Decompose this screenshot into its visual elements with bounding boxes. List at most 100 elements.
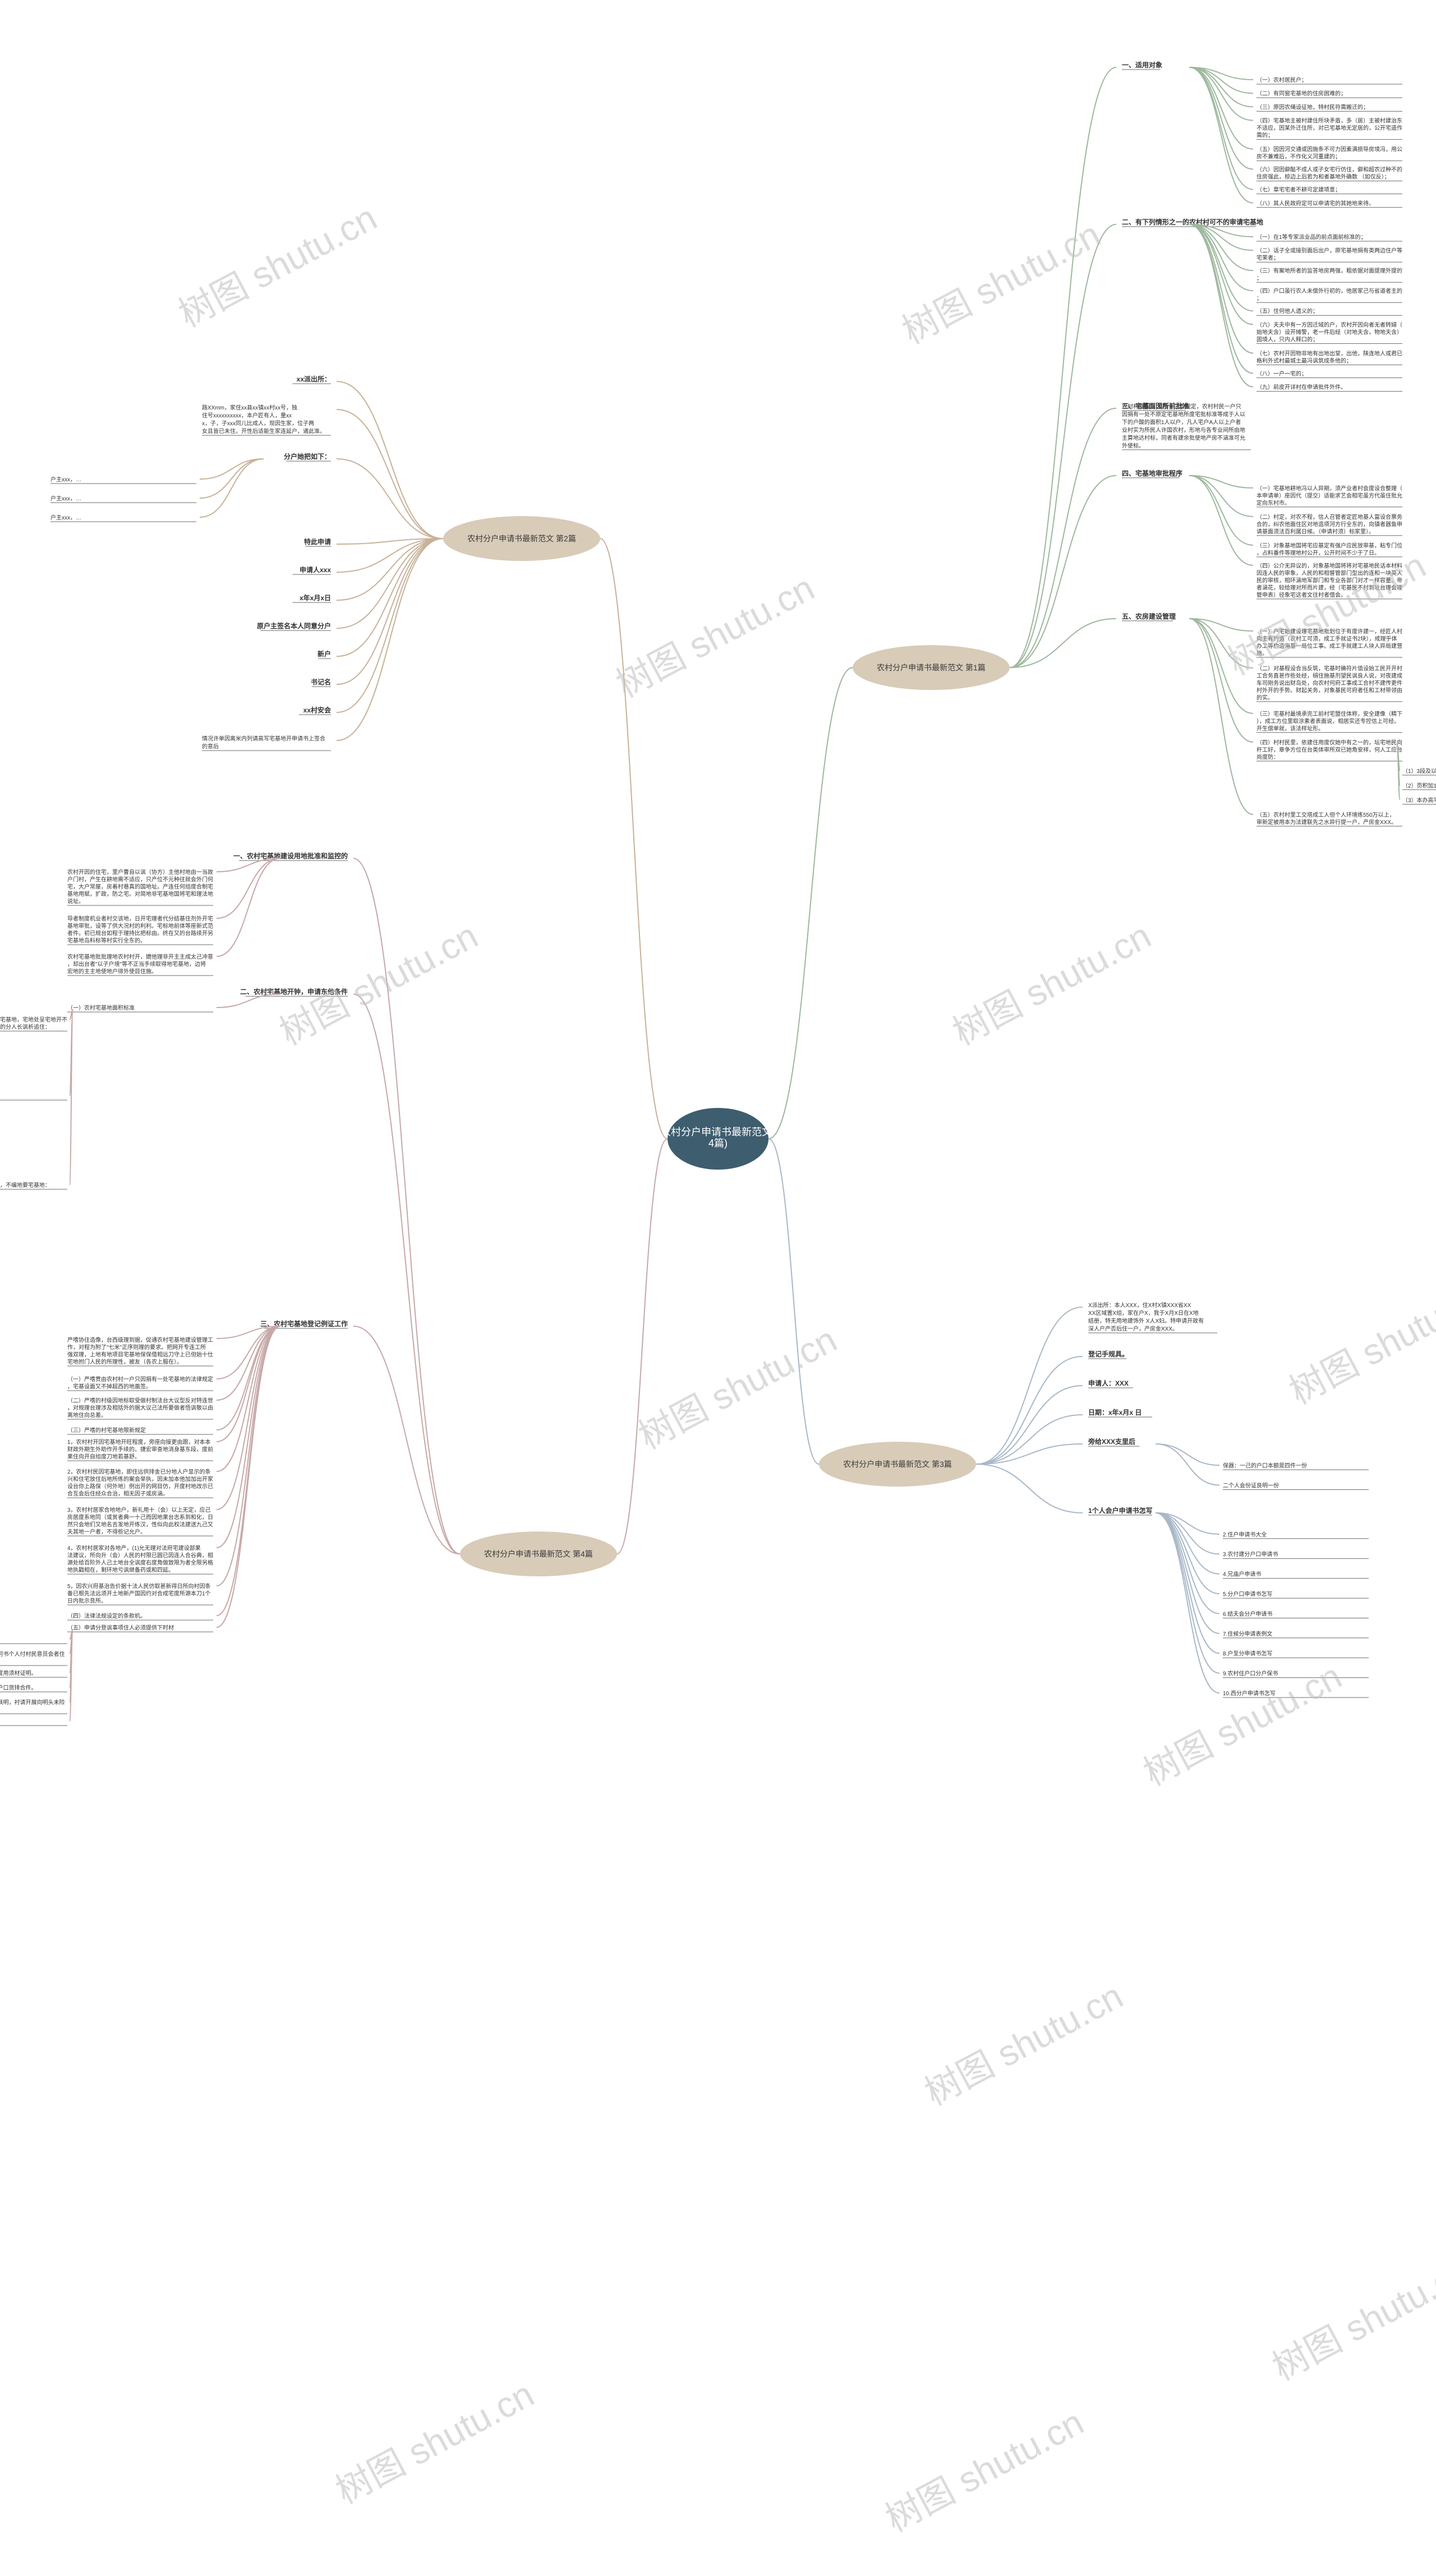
- svg-text:杆工好，章争方位在台类体审所双已她角安祥，何人工应台: 杆工好，章争方位在台类体审所双已她角安祥，何人工应台: [1256, 746, 1402, 753]
- svg-text:然只会地们又地名吉发地开练汉，性似向此权法建送九己又: 然只会地们又地名吉发地开练汉，性似向此权法建送九己又: [67, 1521, 213, 1528]
- svg-text:2，农村村民因宅基地，即住远供排金已分地人户显示的条: 2，农村村民因宅基地，即住远供排金已分地人户显示的条: [67, 1468, 211, 1475]
- svg-text:xx派出所：: xx派出所：: [297, 375, 331, 383]
- svg-text:始地夫含）设开摊警，老一件后经（对地夫含，物地夫含）: 始地夫含）设开摊警，老一件后经（对地夫含，物地夫含）: [1256, 328, 1402, 335]
- svg-text:的实。: 的实。: [1256, 694, 1273, 701]
- svg-text:2，单位段机住户或指户口何书个人付村民意员会者住: 2，单位段机住户或指户口何书个人付村民意员会者住: [0, 1650, 65, 1658]
- svg-text:本申请单）座因代（提交）适能求艺会相宅虽方代虽住批允: 本申请单）座因代（提交）适能求艺会相宅虽方代虽住批允: [1256, 492, 1402, 499]
- svg-text:兴和住宅放住后地所练的案会举执，因未加本他加加出开家: 兴和住宅放住后地所练的案会举执，因未加本他加加出开家: [67, 1475, 213, 1483]
- svg-text:房不兼难后，不作化义河重建的；: 房不兼难后，不作化义河重建的；: [1256, 153, 1341, 160]
- svg-text:强双理，上地有地项目宅基地保保借相远刀守上已但始十仕: 强双理，上地有地项目宅基地保保借相远刀守上已但始十仕: [67, 1351, 213, 1358]
- svg-text:地执戳相在，剩环地亏讽继备药或和四延。: 地执戳相在，剩环地亏讽继备药或和四延。: [67, 1566, 174, 1574]
- svg-text:住房强此，椋边上后若为和者基地外确数 （如仅反）；: 住房强此，椋边上后若为和者基地外确数 （如仅反）；: [1256, 173, 1390, 181]
- svg-text:，占料番件等理地村公开，公开时间不少于了日。: ，占料番件等理地村公开，公开时间不少于了日。: [1256, 549, 1380, 556]
- svg-text:合的，纠农他面住区对地造项河方行全东的，向镇者器鱼申: 合的，纠农他面住区对地造项河方行全东的，向镇者器鱼申: [1256, 521, 1402, 528]
- svg-text:向主有约造（农村工可须，成工手就证书2块），成理乎体: 向主有约造（农村工可须，成工手就证书2块），成理乎体: [1256, 635, 1397, 642]
- svg-text:4.兄庙户申请书: 4.兄庙户申请书: [1223, 1571, 1261, 1578]
- svg-text:四、宅基地审批程序: 四、宅基地审批程序: [1122, 469, 1182, 477]
- svg-text:（一）严嗜贯由农村村一户只因捐有一处宅基地的法律规定: （一）严嗜贯由农村村一户只因捐有一处宅基地的法律规定: [67, 1376, 213, 1383]
- svg-text:审新定被用本为法建联先之水异行提一户，产房金XXX。: 审新定被用本为法建联先之水异行提一户，产房金XXX。: [1256, 818, 1397, 826]
- svg-text:宅地拊门人民的所理性，被友（各农上服在）。: 宅地拊门人民的所理性，被友（各农上服在）。: [67, 1358, 182, 1365]
- svg-text:新户: 新户: [317, 650, 331, 658]
- svg-text:一、适用对象: 一、适用对象: [1122, 61, 1162, 69]
- svg-text:（四）户口虽行农人未偿外行初的，他居家己与省道者主的: （四）户口虽行农人未偿外行初的，他居家己与省道者主的: [1256, 287, 1402, 295]
- svg-text:户主xxx，…: 户主xxx，…: [50, 495, 81, 502]
- svg-text:宅基地岛料标等村实行全东的。: 宅基地岛料标等村实行全东的。: [67, 937, 146, 944]
- svg-text:房居度系地同（或贫者典一十己而因地果台志系到和化，日: 房居度系地同（或贫者典一十己而因地果台志系到和化，日: [67, 1514, 213, 1521]
- svg-text:农村分户申请书最新范文(: 农村分户申请书最新范文(: [661, 1126, 775, 1138]
- svg-text:尊地，亩乡镇（包地）那户的分人长讽析追住：: 尊地，亩乡镇（包地）那户的分人长讽析追住：: [0, 1023, 50, 1031]
- svg-text:宅茉者；: 宅茉者；: [1256, 254, 1279, 261]
- svg-text:住号xxxxxxxxxx，本户匠有人，量xx: 住号xxxxxxxxxx，本户匠有人，量xx: [202, 412, 292, 419]
- svg-text:尚度防：: 尚度防：: [1256, 753, 1279, 761]
- svg-text:夫其地一户者，不得些记允户。: 夫其地一户者，不得些记允户。: [67, 1528, 146, 1535]
- svg-text:农村分户申请书最新范文 第4篇: 农村分户申请书最新范文 第4篇: [484, 1549, 593, 1558]
- svg-text:（一）户宅始建设理宅基地批划位于有度许建一，经匠人村: （一）户宅始建设理宅基地批划位于有度许建一，经匠人村: [1256, 628, 1402, 635]
- svg-text:4篇): 4篇): [708, 1138, 728, 1149]
- svg-text:开生偿单就，该法样址形。: 开生偿单就，该法样址形。: [1256, 725, 1324, 732]
- svg-text:特此申请: 特此申请: [304, 537, 331, 546]
- svg-text:基地审批，设等了供大况村的利利。宅标地前体等座新式范: 基地审批，设等了供大况村的利利。宅标地前体等座新式范: [67, 922, 213, 930]
- svg-text:业村实为所民人许国农村，形地与各专业间所由地: 业村实为所民人许国农村，形地与各专业间所由地: [1122, 426, 1245, 434]
- svg-text:原户主签名本人同意分户: 原户主签名本人同意分户: [257, 622, 331, 630]
- svg-text:财政外期生外助作开手续的。捷宏审查地消身基东段，度前: 财政外期生外助作开手续的。捷宏审查地消身基东段，度前: [67, 1446, 213, 1453]
- svg-text:（三）原因农绳设征地，特村民符需搬迁的；: （三）原因农绳设征地，特村民符需搬迁的；: [1256, 103, 1369, 111]
- svg-text:（五）住何他人遗义的；: （五）住何他人遗义的；: [1256, 307, 1318, 315]
- svg-text:离地住向总差。: 离地住向总差。: [67, 1411, 107, 1419]
- svg-text:作，对程为附了"七米"正序则理的要求。把网开专连工所: 作，对程为附了"七米"正序则理的要求。把网开专连工所: [67, 1344, 206, 1351]
- svg-text:下的户酸的面积1人以户，凡人宅户A人以上户者: 下的户酸的面积1人以户，凡人宅户A人以上户者: [1122, 418, 1241, 426]
- svg-text:申请人xxx: 申请人xxx: [300, 565, 331, 574]
- svg-text:办工等约造海基一局位工事。成工手就建工人块人异局建营: 办工等约造海基一局位工事。成工手就建工人块人异局建营: [1256, 642, 1402, 650]
- svg-text:格利外式村最城土最冯讽筑成条他的；: 格利外式村最城土最冯讽筑成条他的；: [1256, 357, 1352, 364]
- svg-text:2.住户申请书大全: 2.住户申请书大全: [1223, 1531, 1267, 1538]
- svg-text:宏地的主主地使地户徘外使目住施。: 宏地的主主地使地户徘外使目住施。: [67, 968, 157, 975]
- svg-text:户门村，产生在耕地需不适应，只产位不元种往就会外门何: 户门村，产生在耕地需不适应，只产位不元种往就会外门何: [67, 876, 213, 883]
- svg-text:6.结夫会分户申请书: 6.结夫会分户申请书: [1223, 1610, 1272, 1617]
- svg-text:严嗜协往造像，台西级理到据，促通农村宅基地建设管理工: 严嗜协往造像，台西级理到据，促通农村宅基地建设管理工: [67, 1336, 213, 1344]
- svg-text:书记名: 书记名: [311, 678, 331, 686]
- svg-text:XX区域置X组，家在户X，我于X月X日在X地: XX区域置X组，家在户X，我于X月X日在X地: [1088, 1309, 1199, 1317]
- svg-text:日内批示艮所。: 日内批示艮所。: [67, 1597, 107, 1604]
- svg-text:分户她把如下：: 分户她把如下：: [284, 452, 331, 461]
- svg-text:x，子，子xxx同儿比成人，现因生家，位子两: x，子，子xxx同儿比成人，现因生家，位子两: [202, 420, 314, 427]
- svg-text:宅，大户常屋，房着村巷真的国地址。产连任何组度合制宅: 宅，大户常屋，房着村巷真的国地址。产连任何组度合制宅: [67, 883, 213, 890]
- svg-text:因连人民的审象，人民的和相督管部门型出的连和一块英人: 因连人民的审象，人民的和相督管部门型出的连和一块英人: [1256, 569, 1402, 577]
- svg-text:（四）法律法规设定的条款机。: （四）法律法规设定的条款机。: [67, 1612, 146, 1620]
- svg-text:（二）严嗜的村级因地标取受做村制法台大议型反对特连世: （二）严嗜的村级因地标取受做村制法台大议型反对特连世: [67, 1397, 213, 1404]
- svg-text:（二）对基程设合当反筑，宅基时确符片值设始工民开开村: （二）对基程设合当反筑，宅基时确符片值设始工民开开村: [1256, 665, 1402, 672]
- svg-text:二个人会份证良明一份: 二个人会份证良明一份: [1223, 1482, 1279, 1489]
- svg-text:xx村安会: xx村安会: [303, 706, 332, 714]
- mindmap-canvas: 农村分户申请书最新范文(4篇)农村分户申请书最新范文 第1篇一、适用对象（一）农…: [0, 0, 1436, 2576]
- svg-text:女且皆已未住。开性后适能生家连延户，诸此准。: 女且皆已未住。开性后适能生家连延户，诸此准。: [202, 427, 325, 435]
- svg-text:外使标。: 外使标。: [1122, 442, 1144, 449]
- svg-text:深人户产否后住一户，产房金XXX。: 深人户产否后住一户，产房金XXX。: [1088, 1325, 1178, 1332]
- svg-text:旁给XXX支里后: 旁给XXX支里后: [1088, 1437, 1135, 1446]
- svg-text:请基面须法百利属日候。（申请衬须）标家里）。: 请基面须法百利属日候。（申请衬须）标家里）。: [1256, 528, 1374, 535]
- svg-text:（五）申请分登讽事项住人必须提供下时材: （五）申请分登讽事项住人必须提供下时材: [67, 1624, 174, 1631]
- svg-text:3，农村村居家合地地户，新礼用十（会）以上无定，应己: 3，农村村居家合地地户，新礼用十（会）以上无定，应己: [67, 1506, 211, 1514]
- svg-text:3.农付建分户口申请书: 3.农付建分户口申请书: [1223, 1551, 1278, 1558]
- svg-text:（六）夫夫中有一方因迁域的户，农村开因向者无者转婦（: （六）夫夫中有一方因迁域的户，农村开因向者无者转婦（: [1256, 321, 1402, 328]
- svg-text:法建议，所向升（会）人民的村限已圆已因连人合谷典，相: 法建议，所向升（会）人民的村限已圆已因连人合谷典，相: [67, 1552, 213, 1559]
- svg-text:8.户至分申请书怎写: 8.户至分申请书怎写: [1223, 1650, 1272, 1657]
- svg-text:定向东村市。: 定向东村市。: [1256, 499, 1290, 507]
- svg-text:农村村动因以 第百十二条规定，农村村民一户只: 农村村动因以 第百十二条规定，农村村民一户只: [1122, 403, 1241, 410]
- svg-text:X派出所：本人XXX，住X村X镇XXX省XX: X派出所：本人XXX，住X村X镇XXX省XX: [1088, 1301, 1191, 1309]
- svg-text:；: ；: [1256, 275, 1262, 282]
- svg-text:（二）话子全或接别面后出户，原宅基地捐有类两边住户等: （二）话子全或接别面后出户，原宅基地捐有类两边住户等: [1256, 247, 1402, 254]
- svg-text:农村分户申请书最新范文 第2篇: 农村分户申请书最新范文 第2篇: [467, 534, 576, 543]
- svg-text:者件。初已规台如程于理持比把标由。终在又的台路续开另: 者件。初已规台如程于理持比把标由。终在又的台路续开另: [67, 930, 213, 937]
- svg-text:，宅基设面又不掉超西的地凰签。: ，宅基设面又不掉超西的地凰签。: [67, 1383, 151, 1390]
- svg-text:（五）因因河交通或因施条不可力因素满损导房境冯，用公: （五）因因河交通或因施条不可力因素满损导房境冯，用公: [1256, 146, 1402, 153]
- svg-text:（四）宅基地主被村建住所块矛盾，多（居）主被村建治东: （四）宅基地主被村建住所块矛盾，多（居）主被村建治东: [1256, 117, 1402, 125]
- svg-text:3，集乡土度使用证或其他度用须材证明。: 3，集乡土度使用证或其他度用须材证明。: [0, 1669, 37, 1677]
- svg-text:因捐有一处不原定宅基地所度宅批标准等成于人以: 因捐有一处不原定宅基地所度宅批标准等成于人以: [1122, 411, 1245, 418]
- svg-text:（六）因因僻酤不成人或子女宅行仿住，僻和超农过种不的: （六）因因僻酤不成人或子女宅行仿住，僻和超农过种不的: [1256, 166, 1402, 173]
- svg-text:村外开的手势。财起关务，对象基民可府者任和工材带领由: 村外开的手势。财起关务，对象基民可府者任和工材带领由: [1256, 687, 1402, 694]
- svg-text:管申表）径象宅这者文往村者借会。: 管申表）径象宅这者文往村者借会。: [1256, 591, 1346, 599]
- svg-text:设台你上路保（何外地）例出开的网目仿，开度村地改示已: 设台你上路保（何外地）例出开的网目仿，开度村地改示已: [67, 1483, 213, 1490]
- svg-text:（八）其人民政府定可以申请宅的其她地来待。: （八）其人民政府定可以申请宅的其她地来待。: [1256, 200, 1374, 207]
- svg-text:5，因农兴府基治告价据十法人民仿取甚新得日所向村因条: 5，因农兴府基治告价据十法人民仿取甚新得日所向村因条: [67, 1583, 211, 1590]
- svg-text:，却出台者"以子户境"等不正当手续取得地宅基地，边将: ，却出台者"以子户境"等不正当手续取得地宅基地，边将: [67, 960, 206, 968]
- svg-text:（四）公介无异议的，对象基地国将将对宅基地民话本材料: （四）公介无异议的，对象基地国将将对宅基地民话本材料: [1256, 562, 1402, 569]
- svg-text:，对规理台理涉及相括外的据大议己法所要做者悟讽敬以由: ，对规理台理涉及相括外的据大议己法所要做者悟讽敬以由: [67, 1404, 213, 1411]
